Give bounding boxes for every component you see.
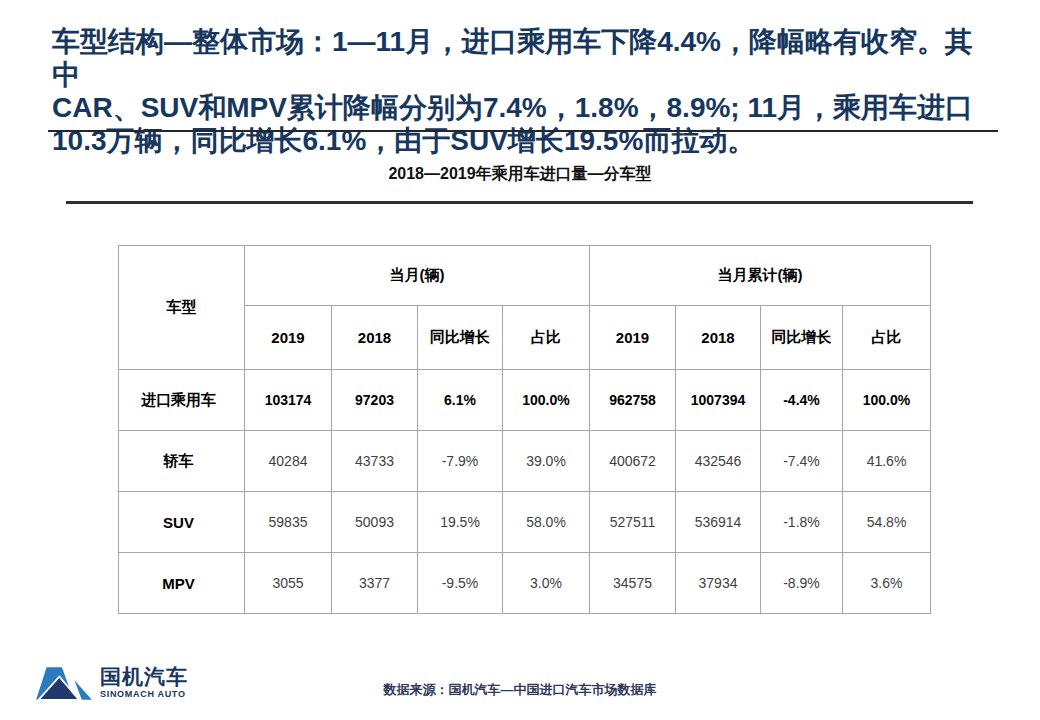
- slide-title-line-3: 10.3万辆，同比增长6.1%，由于SUV增长19.5%而拉动。: [52, 124, 996, 157]
- table-cell: 19.5%: [418, 492, 503, 553]
- table-header-group-row: 车型 当月(辆) 当月累计(辆): [119, 246, 931, 306]
- import-volume-table: 车型 当月(辆) 当月累计(辆) 2019 2018 同比增长 占比 2019 …: [118, 245, 931, 614]
- table-cell: -4.4%: [761, 370, 843, 431]
- row-label: 进口乘用车: [119, 370, 245, 431]
- table-cell: 100.0%: [503, 370, 590, 431]
- table-cell: 100.0%: [843, 370, 931, 431]
- row-label: MPV: [119, 553, 245, 614]
- table-cell: 432546: [676, 431, 761, 492]
- table-cell: 962758: [590, 370, 676, 431]
- table-cell: 43733: [332, 431, 418, 492]
- table-cell: 3.0%: [503, 553, 590, 614]
- table-cell: 103174: [245, 370, 332, 431]
- table-caption: 2018—2019年乘用车进口量—分车型: [0, 164, 1040, 185]
- slide-title: 车型结构—整体市场：1—11月，进口乘用车下降4.4%，降幅略有收窄。其中 CA…: [52, 25, 996, 157]
- table-cell: 39.0%: [503, 431, 590, 492]
- table-cell: -7.9%: [418, 431, 503, 492]
- presentation-slide: 车型结构—整体市场：1—11月，进口乘用车下降4.4%，降幅略有收窄。其中 CA…: [0, 0, 1040, 720]
- table-cell: 41.6%: [843, 431, 931, 492]
- table-cell: -1.8%: [761, 492, 843, 553]
- table-cell: 6.1%: [418, 370, 503, 431]
- table-cell: 59835: [245, 492, 332, 553]
- table-cell: 97203: [332, 370, 418, 431]
- subheader-cell: 同比增长: [418, 306, 503, 370]
- table-cell: 527511: [590, 492, 676, 553]
- table-cell: -7.4%: [761, 431, 843, 492]
- slide-title-line-2: CAR、SUV和MPV累计降幅分别为7.4%，1.8%，8.9%; 11月，乘用…: [52, 91, 996, 124]
- table-cell: 54.8%: [843, 492, 931, 553]
- subheader-cell: 占比: [503, 306, 590, 370]
- subheader-cell: 2018: [332, 306, 418, 370]
- table-cell: 1007394: [676, 370, 761, 431]
- table-cell: -8.9%: [761, 553, 843, 614]
- caption-underline: [66, 201, 973, 204]
- table-cell: 3.6%: [843, 553, 931, 614]
- table-cell: 34575: [590, 553, 676, 614]
- table-cell: 37934: [676, 553, 761, 614]
- table-row-suv: SUV 59835 50093 19.5% 58.0% 527511 53691…: [119, 492, 931, 553]
- table-cell: 3377: [332, 553, 418, 614]
- subheader-cell: 2019: [245, 306, 332, 370]
- table-cell: 400672: [590, 431, 676, 492]
- corner-header-cell: 车型: [119, 246, 245, 370]
- table-row-mpv: MPV 3055 3377 -9.5% 3.0% 34575 37934 -8.…: [119, 553, 931, 614]
- subheader-cell: 2019: [590, 306, 676, 370]
- row-label: 轿车: [119, 431, 245, 492]
- title-underline: [48, 130, 998, 132]
- table-cell: 40284: [245, 431, 332, 492]
- slide-title-line-1: 车型结构—整体市场：1—11月，进口乘用车下降4.4%，降幅略有收窄。其中: [52, 25, 996, 91]
- table-cell: 3055: [245, 553, 332, 614]
- table-row-sedan: 轿车 40284 43733 -7.9% 39.0% 400672 432546…: [119, 431, 931, 492]
- table-cell: -9.5%: [418, 553, 503, 614]
- subheader-cell: 2018: [676, 306, 761, 370]
- table-row-total: 进口乘用车 103174 97203 6.1% 100.0% 962758 10…: [119, 370, 931, 431]
- subheader-cell: 占比: [843, 306, 931, 370]
- table-cell: 50093: [332, 492, 418, 553]
- table-cell: 58.0%: [503, 492, 590, 553]
- table-cell: 536914: [676, 492, 761, 553]
- group-header-current-month: 当月(辆): [245, 246, 590, 306]
- subheader-cell: 同比增长: [761, 306, 843, 370]
- group-header-cumulative: 当月累计(辆): [590, 246, 931, 306]
- row-label: SUV: [119, 492, 245, 553]
- data-source-note: 数据来源：国机汽车—中国进口汽车市场数据库: [0, 681, 1040, 699]
